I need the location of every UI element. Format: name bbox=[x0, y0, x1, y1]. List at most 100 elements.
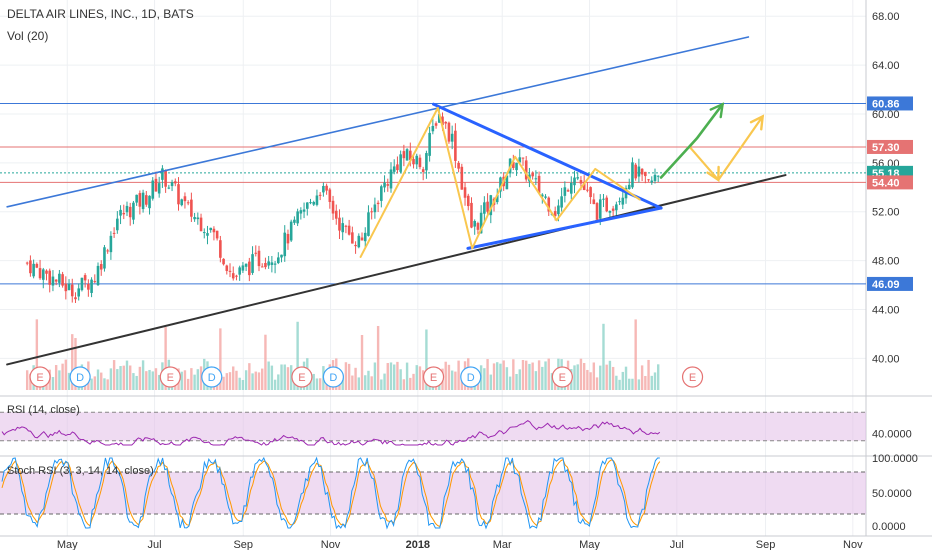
volume-bar bbox=[631, 378, 634, 390]
volume-bar bbox=[251, 373, 254, 390]
volume-bar bbox=[35, 319, 39, 390]
volume-bar bbox=[277, 374, 280, 390]
candle-body bbox=[151, 180, 155, 199]
volume-bar bbox=[264, 334, 267, 390]
volume-bar bbox=[341, 377, 344, 390]
volume-bar bbox=[531, 362, 534, 390]
candle-body bbox=[318, 194, 322, 196]
earnings-event-icon bbox=[159, 366, 181, 388]
volume-bar bbox=[486, 359, 489, 390]
triangle-lower bbox=[466, 206, 663, 250]
candle-body bbox=[270, 262, 274, 265]
time-tick-label: Sep bbox=[233, 539, 253, 550]
candle-body bbox=[154, 178, 158, 192]
earnings-event-icon bbox=[29, 366, 51, 388]
candle-body bbox=[534, 178, 538, 180]
green-arrow-head bbox=[709, 102, 725, 119]
price-tick-label: 60.00 bbox=[872, 109, 900, 121]
candle-body bbox=[125, 205, 129, 213]
candle-body bbox=[83, 275, 87, 281]
stoch-d-line bbox=[1, 458, 661, 528]
volume-bar bbox=[402, 379, 406, 390]
volume-bar bbox=[534, 371, 538, 390]
candle-body bbox=[396, 164, 399, 171]
volume-bar bbox=[186, 378, 190, 390]
volume-bar bbox=[248, 363, 251, 390]
candle-body bbox=[96, 265, 100, 286]
rsi-band bbox=[0, 412, 866, 441]
triangle-upper bbox=[432, 102, 663, 210]
volume-bar bbox=[389, 362, 393, 390]
candle-body bbox=[537, 175, 541, 193]
volume-bar bbox=[586, 369, 589, 390]
candle-body bbox=[167, 187, 171, 189]
volume-bar bbox=[257, 372, 261, 390]
candle-body bbox=[647, 179, 650, 181]
volume-bar bbox=[624, 366, 628, 390]
candle-body bbox=[87, 283, 90, 290]
volume-bar bbox=[528, 363, 531, 390]
volume-bar bbox=[525, 360, 528, 390]
candle-body bbox=[547, 197, 551, 212]
volume-bar bbox=[109, 368, 113, 390]
candle-body bbox=[386, 184, 390, 186]
volume-bar bbox=[58, 370, 61, 390]
candle-body bbox=[254, 252, 258, 254]
volume-bar bbox=[241, 379, 245, 390]
candle-body bbox=[93, 281, 97, 283]
dividend-event-icon bbox=[322, 366, 344, 388]
candle-body bbox=[569, 182, 573, 194]
volume-bar bbox=[647, 359, 650, 390]
candle-body bbox=[531, 172, 534, 177]
volume-bar bbox=[505, 367, 509, 390]
candle-body bbox=[122, 212, 126, 215]
time-axis: May Jul Sep Nov 2018 Mar May Jul Sep Nov bbox=[57, 539, 863, 550]
dividend-event-icon bbox=[460, 366, 482, 388]
candle-body bbox=[450, 133, 454, 142]
candle-body bbox=[61, 274, 64, 286]
time-tick-label: Mar bbox=[493, 539, 512, 550]
volume-bar bbox=[399, 369, 402, 390]
trend-drawings[interactable] bbox=[6, 36, 787, 366]
candle-body bbox=[418, 157, 422, 168]
volume-bar bbox=[93, 376, 96, 390]
candle-body bbox=[199, 217, 203, 232]
volume-bar bbox=[450, 370, 454, 390]
volume-bar bbox=[164, 327, 167, 390]
candle-body bbox=[273, 263, 277, 265]
candle-body bbox=[135, 194, 138, 203]
price-badge bbox=[867, 96, 913, 111]
volume-bar bbox=[190, 368, 193, 390]
candle-body bbox=[470, 202, 473, 228]
event-label: D bbox=[76, 372, 84, 384]
volume-bar bbox=[125, 360, 129, 390]
yellow-arrow-head bbox=[706, 165, 720, 183]
candle-body bbox=[328, 189, 332, 202]
time-tick-label: Nov bbox=[843, 539, 863, 550]
volume-bar bbox=[508, 376, 512, 390]
volume-bar bbox=[283, 364, 286, 390]
candle-body bbox=[334, 210, 338, 219]
candle-body bbox=[90, 279, 93, 293]
event-label: E bbox=[167, 372, 174, 384]
candle-body bbox=[322, 185, 325, 193]
volume-bar bbox=[412, 373, 415, 390]
candle-body bbox=[305, 202, 309, 209]
volume-bar bbox=[521, 359, 525, 390]
candle-body bbox=[267, 261, 270, 266]
candle-body bbox=[367, 212, 370, 236]
candle-body bbox=[141, 192, 145, 210]
volume-bar bbox=[476, 379, 480, 390]
upper-channel-line bbox=[6, 36, 750, 208]
yellow-arrow-head bbox=[749, 114, 765, 131]
candle-body bbox=[605, 197, 608, 212]
volume-bar bbox=[196, 369, 200, 390]
candle-body bbox=[58, 273, 61, 283]
candle-body bbox=[560, 196, 563, 208]
volume-bar bbox=[573, 365, 576, 390]
candle-body bbox=[553, 211, 557, 217]
candle-body bbox=[347, 225, 351, 235]
price-tick-label: 44.00 bbox=[872, 304, 900, 316]
